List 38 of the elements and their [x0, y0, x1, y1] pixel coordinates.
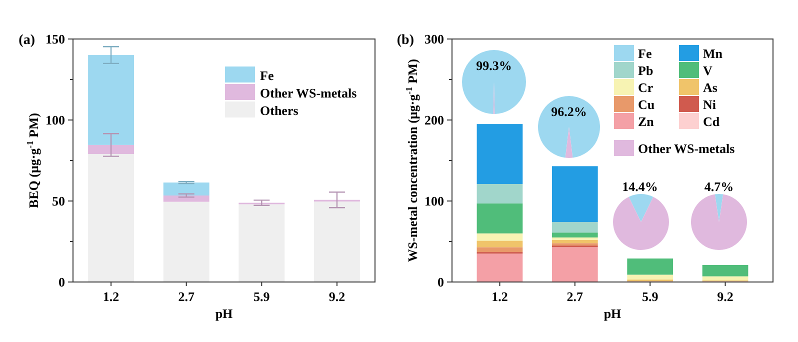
legend-label: Cd [703, 114, 720, 129]
y-tick-label: 0 [438, 274, 444, 290]
legend-label: Cu [638, 97, 655, 112]
y-tick-label: 150 [46, 32, 65, 46]
y-tick-label: 200 [424, 112, 444, 128]
x-tick-label: 1.2 [492, 289, 508, 304]
legend-label: As [703, 80, 718, 95]
legend-label: Fe [638, 46, 652, 61]
chart-title: (b) [396, 33, 414, 48]
x-tick-label: 2.7 [566, 289, 584, 304]
y-tick-label: 100 [46, 112, 65, 128]
legend-label: Other WS-metals [638, 141, 735, 156]
data-label: 14.4% [622, 179, 658, 194]
x-axis-title: pH [215, 306, 233, 321]
legend-label: Mn [703, 46, 724, 61]
legend-label: Others [260, 103, 298, 118]
x-tick-label: 9.2 [328, 289, 346, 304]
x-tick-label: 2.7 [178, 289, 195, 304]
legend-label: Pb [638, 63, 654, 78]
x-tick-label: 5.9 [254, 289, 270, 304]
x-tick-label: 9.2 [717, 289, 734, 304]
y-tick-label: 300 [424, 32, 444, 46]
x-tick-label: 5.9 [642, 289, 659, 304]
y-tick-label: 100 [424, 194, 444, 208]
x-tick-label: 1.2 [102, 289, 120, 304]
x-axis-title: pH [604, 306, 622, 321]
data-label: 99.3% [476, 58, 512, 73]
legend-label: Fe [260, 68, 274, 83]
legend-label: Cr [638, 80, 654, 95]
legend-label: V [703, 63, 713, 78]
legend-label: Other WS-metals [260, 86, 357, 100]
y-tick-label: 50 [52, 194, 65, 208]
y-tick-label: 0 [58, 274, 65, 290]
data-label: 96.2% [551, 104, 587, 119]
legend-label: Zn [638, 114, 655, 129]
data-label: 4.7% [704, 179, 734, 194]
legend-label: Ni [703, 97, 716, 112]
chart-title: (a) [18, 33, 36, 48]
